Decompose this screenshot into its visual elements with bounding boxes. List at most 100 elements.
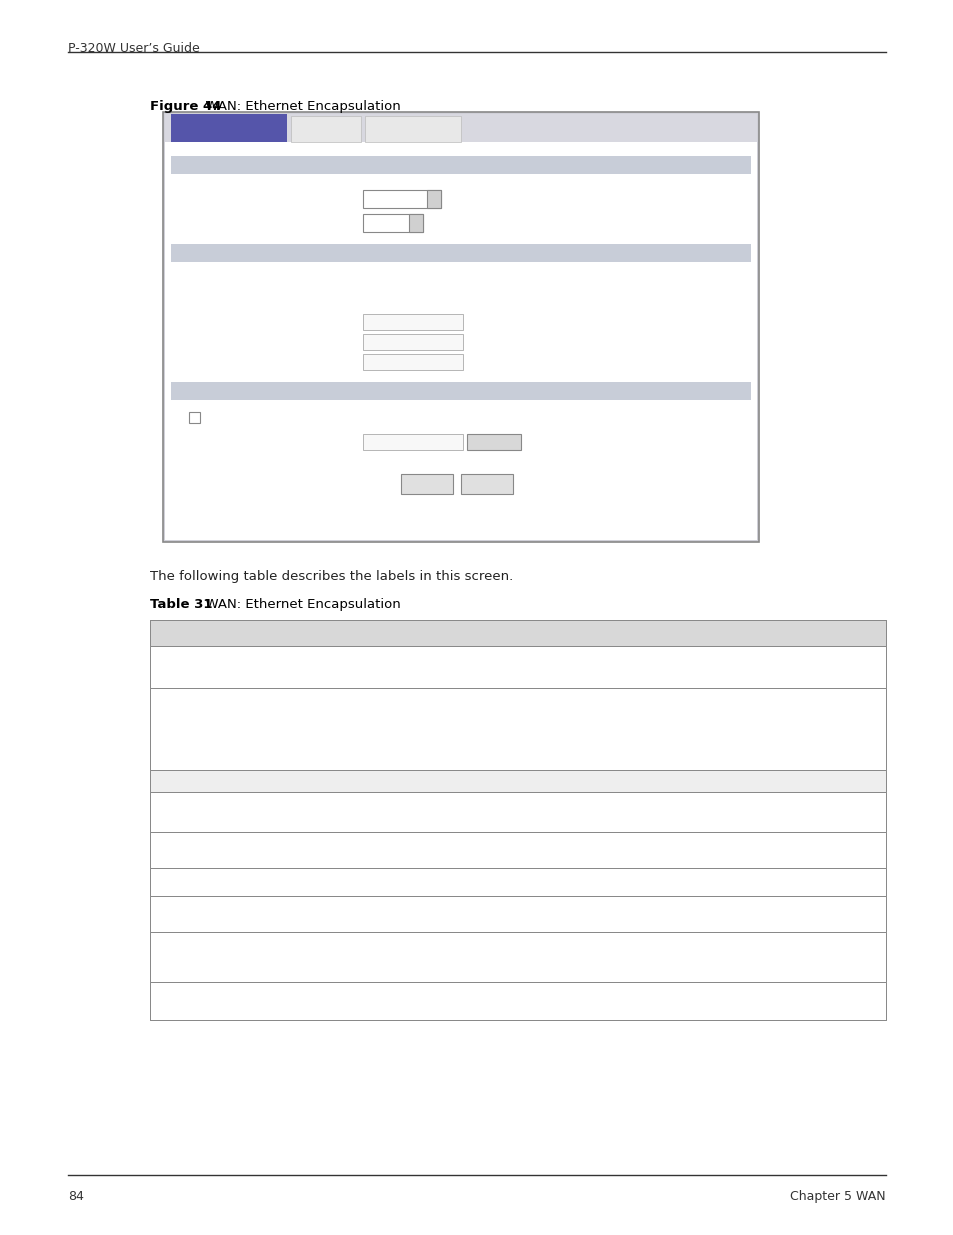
Text: WAN MAC: WAN MAC: [158, 990, 219, 1003]
Text: Standard: Standard: [417, 694, 482, 706]
Text: (if your ISP gave you one) in this field.: (if your ISP gave you one) in this field…: [529, 902, 772, 915]
Text: P-320W User’s Guide: P-320W User’s Guide: [68, 42, 199, 56]
Text: Select this option If your ISP did not assign you a fixed IP address. This is th: Select this option If your ISP did not a…: [353, 798, 835, 811]
Text: 255.255.255.0: 255.255.255.0: [366, 337, 436, 347]
Text: Subnet Mask: Subnet Mask: [158, 916, 254, 929]
Text: Apply: Apply: [410, 479, 443, 492]
Text: Backup Gateway IP Address: Backup Gateway IP Address: [395, 939, 591, 951]
Text: Clone MAC address: Clone MAC address: [213, 438, 320, 448]
Bar: [150, 688, 885, 769]
Text: (Roadrunner Toshiba authentication method) or: (Roadrunner Toshiba authentication metho…: [353, 720, 654, 734]
Text: Enter the: Enter the: [353, 902, 415, 915]
Text: Internet Connection: Internet Connection: [167, 119, 291, 128]
Bar: [467, 433, 520, 450]
Text: Traffic Redirect: Traffic Redirect: [371, 120, 455, 130]
Text: Chapter 5 WAN: Chapter 5 WAN: [789, 1191, 885, 1203]
Text: RR-Toshiba: RR-Toshiba: [654, 706, 729, 720]
Text: WAN IP Address Assignment: WAN IP Address Assignment: [158, 776, 334, 788]
Text: 172.23.23.42: 172.23.23.42: [366, 317, 431, 327]
Text: Remote IP: Remote IP: [158, 903, 237, 916]
Text: Clone MAC: Clone MAC: [471, 437, 527, 447]
Text: WAN: Ethernet Encapsulation: WAN: Ethernet Encapsulation: [196, 100, 400, 112]
Text: WAN MAC Address: WAN MAC Address: [179, 385, 294, 395]
Text: You must choose the Ethernet option when the WAN port is used as a regular: You must choose the Ethernet option when…: [353, 652, 836, 664]
Text: (Roadrunner Manager authentication method),: (Roadrunner Manager authentication metho…: [411, 706, 712, 720]
Text: address: address: [158, 852, 207, 864]
Text: service type.: service type.: [637, 734, 721, 746]
Text: Address: Address: [158, 1003, 208, 1016]
Bar: [363, 190, 440, 207]
Text: Enter your WAN IP address in this field if you selected: Enter your WAN IP address in this field …: [353, 874, 693, 887]
Text: Backup: Backup: [158, 939, 220, 952]
Text: .: .: [665, 720, 669, 734]
Text: Gateway IP: Gateway IP: [158, 952, 244, 965]
Bar: [150, 868, 885, 897]
Bar: [165, 142, 757, 540]
Text: WAN: Ethernet Encapsulation: WAN: Ethernet Encapsulation: [196, 598, 400, 611]
Bar: [150, 792, 885, 832]
Bar: [291, 116, 360, 142]
Bar: [363, 214, 422, 232]
Bar: [409, 214, 422, 232]
Text: Reset: Reset: [470, 479, 503, 492]
Text: ISP Parameters for Internet Access: ISP Parameters for Internet Access: [179, 159, 398, 169]
Text: The following fields do not appear with the: The following fields do not appear with …: [353, 734, 625, 746]
Text: default selection.: default selection.: [353, 811, 461, 824]
Bar: [163, 112, 759, 542]
Text: 172.23.23.254: 172.23.23.254: [366, 357, 436, 367]
Bar: [171, 245, 750, 262]
Text: 00-50-18-21-BD-43: 00-50-18-21-BD-43: [366, 437, 456, 446]
Text: ◉: ◉: [185, 275, 193, 287]
Text: Figure 44: Figure 44: [150, 100, 221, 112]
Text: Get automatically from ISP (Default): Get automatically from ISP (Default): [199, 275, 401, 287]
Text: Address: Address: [158, 965, 224, 978]
Text: The following table describes the labels in this screen.: The following table describes the labels…: [150, 571, 513, 583]
Bar: [150, 832, 885, 868]
Bar: [460, 474, 513, 494]
Bar: [150, 897, 885, 932]
Text: Get automatically: Get automatically: [158, 802, 270, 814]
Bar: [150, 620, 885, 646]
Text: RR-Manager: RR-Manager: [353, 706, 438, 720]
Text: Remote IP Subnet Mask: Remote IP Subnet Mask: [407, 902, 574, 915]
Text: Use fixed IP: Use fixed IP: [158, 839, 231, 852]
Bar: [427, 190, 440, 207]
Text: LABEL: LABEL: [158, 626, 201, 638]
Text: Table 31: Table 31: [150, 598, 213, 611]
Text: (if your ISP gave you one) in this field.: (if your ISP gave you one) in this field…: [542, 939, 785, 951]
Bar: [150, 982, 885, 1020]
Text: Standard: Standard: [590, 734, 655, 746]
Text: IP Address: IP Address: [158, 877, 239, 890]
Text: Standard: Standard: [367, 217, 415, 227]
Bar: [363, 314, 462, 330]
Text: ,: ,: [464, 694, 472, 706]
Text: Service Type: Service Type: [191, 219, 261, 228]
Bar: [150, 646, 885, 688]
Text: IP Subnet Mask: IP Subnet Mask: [213, 338, 298, 348]
Bar: [171, 382, 750, 400]
Bar: [400, 474, 453, 494]
Text: Telia Login: Telia Login: [600, 720, 676, 734]
Bar: [189, 412, 200, 424]
Bar: [363, 433, 462, 450]
Text: DESCRIPTION: DESCRIPTION: [353, 626, 447, 638]
Text: Telstra: Telstra: [475, 694, 522, 706]
Text: Ethernet: Ethernet: [367, 193, 412, 203]
Bar: [165, 114, 757, 540]
Text: Encapsulation: Encapsulation: [191, 194, 269, 204]
Text: Ethernet.: Ethernet.: [353, 664, 411, 678]
Text: ▼: ▼: [430, 195, 435, 201]
Text: ▼: ▼: [412, 219, 416, 225]
Bar: [363, 354, 462, 370]
Bar: [150, 769, 885, 792]
Text: Use Fixed IP Address: Use Fixed IP Address: [199, 296, 314, 306]
Text: Choose from: Choose from: [353, 694, 436, 706]
Text: Gateway IP Address: Gateway IP Address: [213, 358, 323, 368]
Text: Select this option If the ISP assigned a fixed IP address.: Select this option If the ISP assigned a…: [353, 839, 700, 851]
Bar: [171, 156, 750, 174]
Bar: [165, 114, 757, 142]
Text: Encapsulation: Encapsulation: [158, 662, 246, 676]
Text: Advanced: Advanced: [298, 120, 354, 130]
Bar: [150, 932, 885, 982]
Text: Enter a: Enter a: [353, 939, 402, 951]
